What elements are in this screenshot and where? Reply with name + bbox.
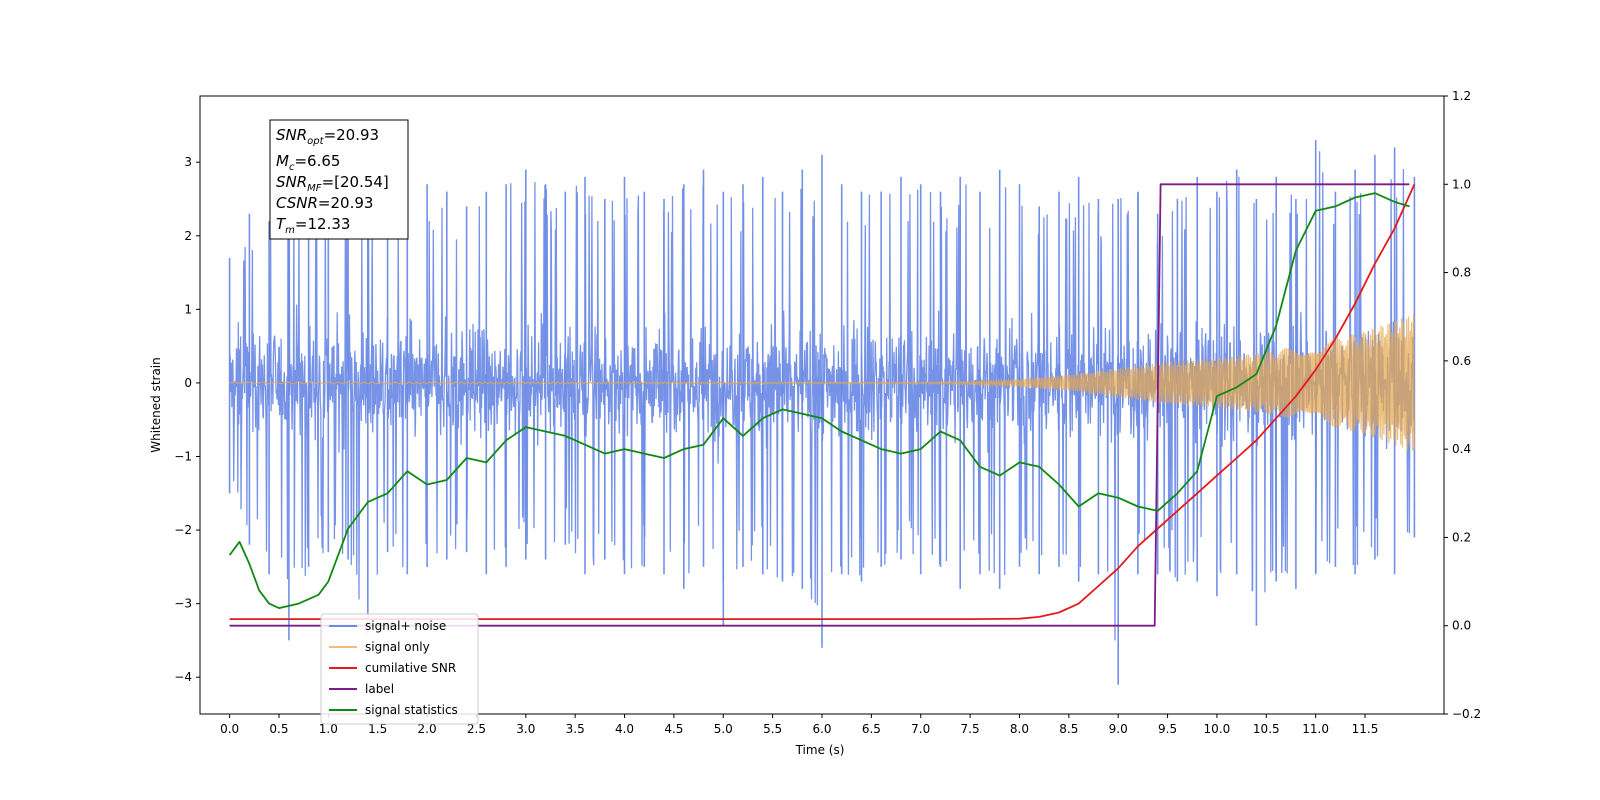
y2-tick-label: 1.0 (1452, 177, 1471, 191)
legend-label: signal+ noise (365, 619, 446, 633)
y2-tick-label: 0.6 (1452, 354, 1471, 368)
x-tick-label: 3.5 (566, 722, 585, 736)
legend: signal+ noise signal only cumilative SNR la… (320, 613, 479, 725)
annotation-mc: Mc=6.65 (276, 152, 340, 173)
legend-label: signal only (365, 640, 430, 654)
series-signal-only (229, 313, 1416, 451)
x-tick-label: 6.5 (862, 722, 881, 736)
x-tick-label: 9.0 (1109, 722, 1128, 736)
annotation-box: SNRopt=20.93 Mc=6.65 SNRMF=[20.54] CSNR=… (269, 119, 409, 240)
y-tick-label: 2 (184, 229, 192, 243)
x-axis-title: Time (s) (795, 743, 845, 757)
x-tick-label: 7.0 (911, 722, 930, 736)
x-tick-label: 4.5 (664, 722, 683, 736)
legend-label: signal statistics (365, 703, 458, 717)
x-tick-label: 6.0 (812, 722, 831, 736)
x-tick-label: 9.5 (1158, 722, 1177, 736)
annotation-tm: Tm=12.33 (276, 215, 350, 236)
series-signal-statistics (228, 192, 1410, 609)
series-cumilative-snr (229, 183, 1416, 620)
x-tick-label: 1.5 (368, 722, 387, 736)
x-tick-label: 7.5 (961, 722, 980, 736)
y-tick-label: −4 (174, 670, 192, 684)
axes: 0.0 0.5 1.0 1.5 2.0 2.5 3.0 3.5 4.0 4.5 5.0 5.5 6.0 6… (174, 89, 1481, 736)
x-tick-label: 5.5 (763, 722, 782, 736)
legend-frame (320, 613, 479, 725)
x-tick-label: 11.5 (1352, 722, 1379, 736)
x-tick-label: 1.0 (319, 722, 338, 736)
x-tick-label: 0.0 (220, 722, 239, 736)
y2-tick-label: 0.0 (1452, 619, 1471, 633)
y-tick-label: −1 (174, 450, 192, 464)
x-tick-label: 0.5 (269, 722, 288, 736)
x-tick-label: 2.5 (467, 722, 486, 736)
y-tick-label: 0 (184, 376, 192, 390)
annotation-csnr: CSNR=20.93 (276, 194, 373, 212)
x-tick-label: 11.0 (1302, 722, 1329, 736)
annotation-snr-opt: SNRopt=20.93 (276, 126, 379, 147)
y-tick-label: 1 (184, 302, 192, 316)
x-tick-label: 10.0 (1204, 722, 1231, 736)
y2-tick-label: 0.8 (1452, 266, 1471, 280)
y-tick-label: −3 (174, 597, 192, 611)
y-axis-title: Whitened strain (149, 357, 163, 453)
y-tick-label: 3 (184, 155, 192, 169)
y2-tick-label: −0.2 (1452, 707, 1481, 721)
x-tick-label: 10.5 (1253, 722, 1280, 736)
y-tick-label: −2 (174, 523, 192, 537)
x-tick-label: 5.0 (714, 722, 733, 736)
annotation-snr-mf: SNRMF=[20.54] (276, 173, 389, 194)
x-tick-label: 2.0 (418, 722, 437, 736)
x-tick-label: 8.0 (1010, 722, 1029, 736)
x-tick-label: 4.0 (615, 722, 634, 736)
x-tick-label: 8.5 (1059, 722, 1078, 736)
y2-tick-label: 0.2 (1452, 530, 1471, 544)
y2-tick-label: 1.2 (1452, 89, 1471, 103)
y2-tick-label: 0.4 (1452, 442, 1471, 456)
legend-label: cumilative SNR (365, 661, 456, 675)
series-label (229, 183, 1410, 627)
x-tick-label: 3.0 (516, 722, 535, 736)
legend-label: label (365, 682, 394, 696)
